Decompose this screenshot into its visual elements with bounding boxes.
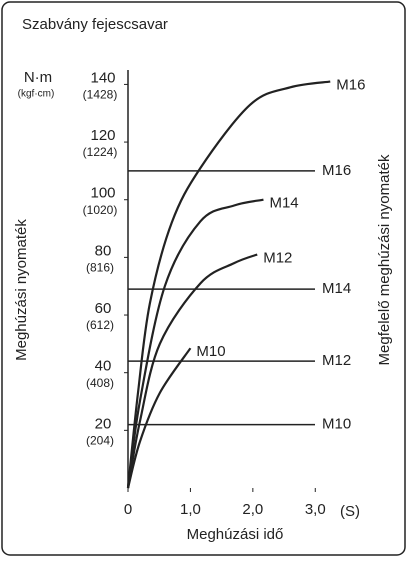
y-tick-secondary-label: (1428) (83, 88, 118, 102)
curve (126, 347, 192, 489)
x-tick-label: 0 (124, 501, 132, 518)
x-tick-label: 1,0 (180, 501, 201, 518)
curve-label: M12 (263, 249, 292, 266)
reference-label: M16 (322, 162, 351, 179)
reference-label: M10 (322, 416, 351, 433)
y-tick-secondary-label: (1224) (83, 145, 118, 159)
y-unit: N·m (24, 69, 52, 86)
x-tick-label: 2,0 (242, 501, 263, 518)
y-tick-secondary-label: (816) (86, 261, 114, 275)
y-tick-secondary-label: (1020) (83, 203, 118, 217)
y-tick-label: 20 (95, 415, 112, 432)
y-unit-secondary: (kgf·cm) (18, 89, 55, 100)
x-unit: (S) (340, 503, 360, 520)
chart-title: Szabvány fejescsavar (22, 16, 168, 33)
y-tick-label: 60 (95, 300, 112, 317)
x-axis-label: Meghúzási idő (187, 526, 284, 543)
curve-label: M14 (269, 195, 298, 212)
reference-label: M14 (322, 280, 351, 297)
curve (126, 253, 258, 489)
curve-label: M16 (336, 76, 365, 93)
curve (126, 80, 331, 489)
curve (126, 198, 264, 489)
y-tick-label: 40 (95, 358, 112, 375)
y2-axis-label: Megfelelő meghúzási nyomaték (376, 154, 393, 365)
y-tick-label: 100 (90, 185, 115, 202)
y-tick-label: 80 (95, 242, 112, 259)
curve-label: M10 (196, 343, 225, 360)
y-tick-secondary-label: (408) (86, 376, 114, 390)
y-tick-secondary-label: (204) (86, 434, 114, 448)
y-tick-label: 140 (90, 69, 115, 86)
y-tick-secondary-label: (612) (86, 318, 114, 332)
reference-label: M12 (322, 352, 351, 369)
x-tick-label: 3,0 (305, 501, 326, 518)
y-tick-label: 120 (90, 127, 115, 144)
y-axis-label: Meghúzási nyomaték (13, 219, 30, 361)
